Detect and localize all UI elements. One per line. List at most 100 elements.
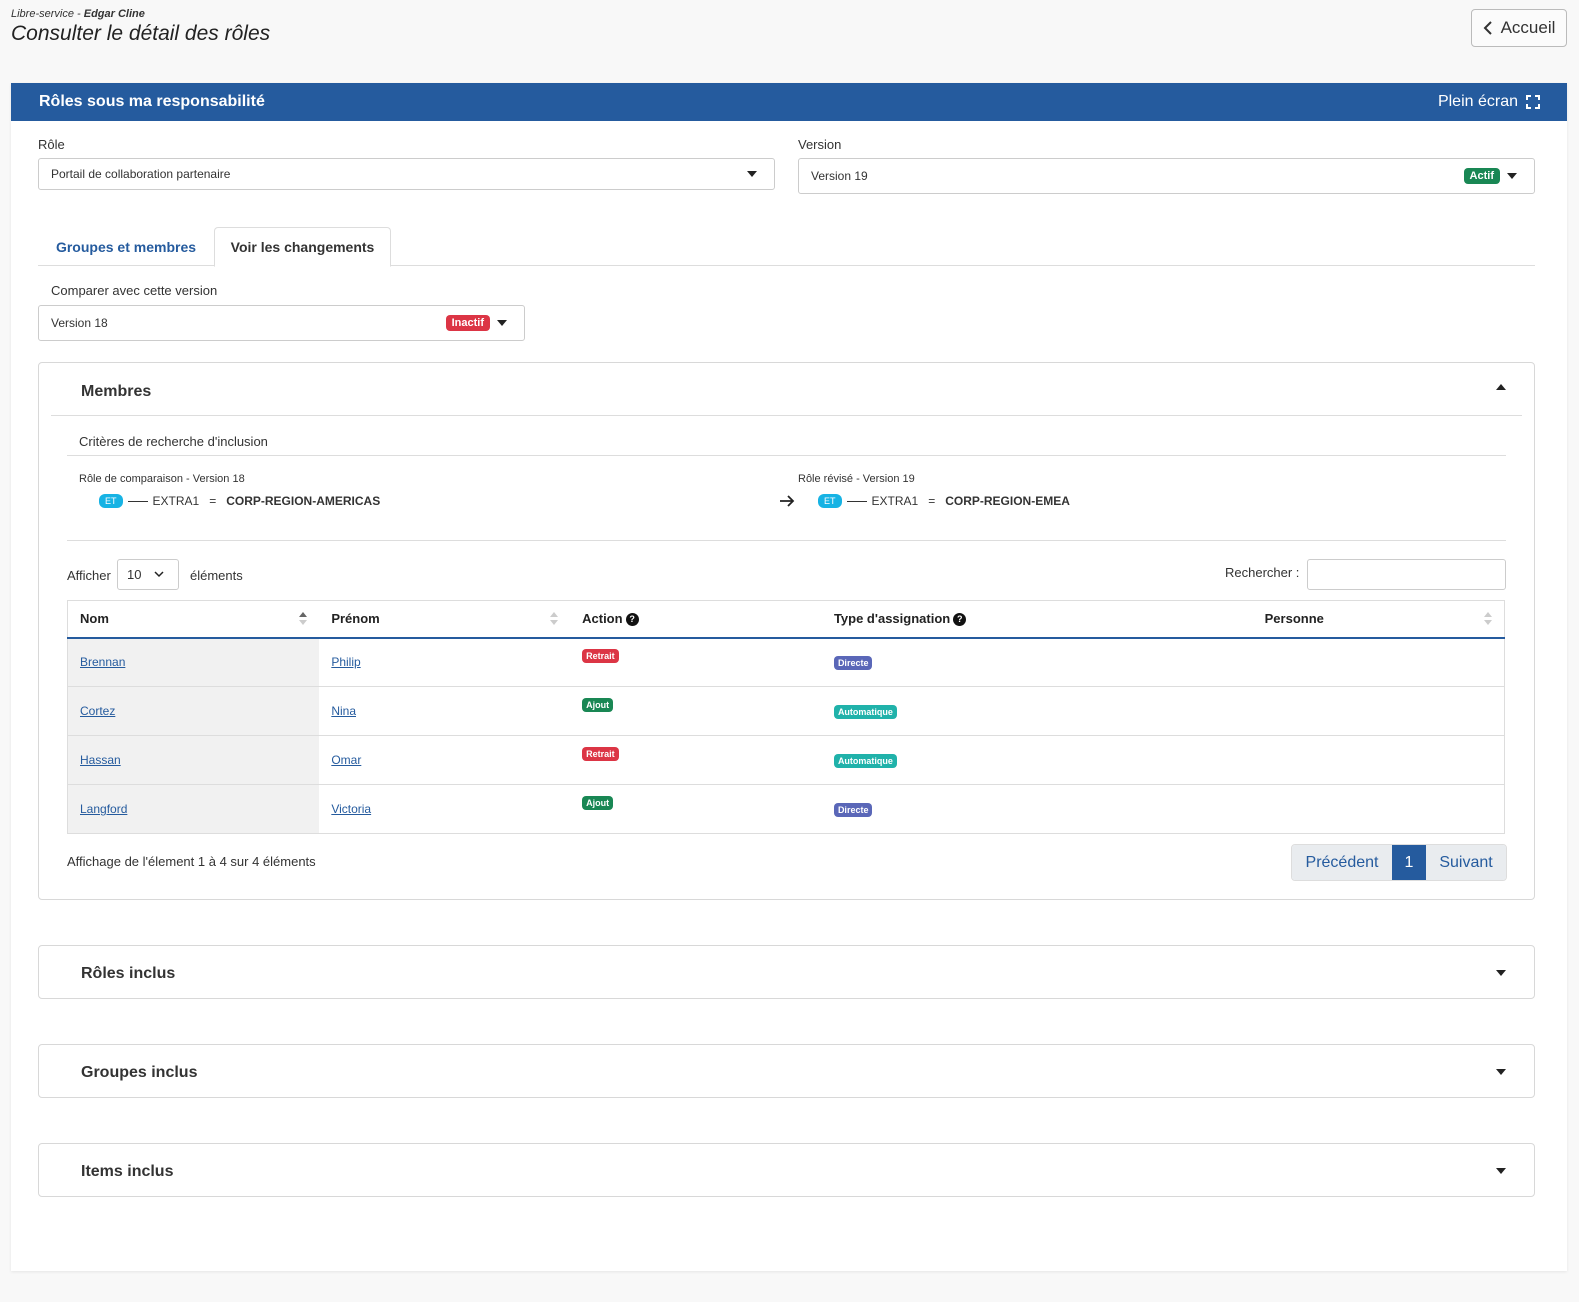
compare-version-select[interactable]: Version 18 Inactif xyxy=(38,305,525,341)
column-header-personne[interactable]: Personne xyxy=(1252,600,1505,639)
section-title: Groupes inclus xyxy=(81,1064,198,1081)
cell-personne xyxy=(1252,686,1505,736)
caret-down-icon[interactable] xyxy=(1496,1069,1506,1075)
page-size-select[interactable]: 10 xyxy=(117,559,179,590)
table-info: Affichage de l'élement 1 à 4 sur 4 éléme… xyxy=(67,854,316,869)
status-badge-inactive: Inactif xyxy=(445,315,490,331)
prenom-link[interactable]: Victoria xyxy=(331,802,372,816)
cell-action: Retrait xyxy=(570,637,822,687)
cell-action: Ajout xyxy=(570,784,822,834)
tab-label: Groupes et membres xyxy=(55,238,197,255)
tab-bar: Groupes et membres Voir les changements xyxy=(38,227,1535,267)
pagination: Précédent 1 Suivant xyxy=(1291,844,1507,881)
table-row: Cortez Nina Ajout Automatique xyxy=(67,686,1505,736)
connector xyxy=(127,500,148,502)
members-panel: Membres Critères de recherche d'inclusio… xyxy=(38,362,1535,900)
cell-nom: Hassan xyxy=(67,735,320,785)
included-roles-panel[interactable]: Rôles inclus xyxy=(38,945,1535,999)
version-select-value: Version 19 xyxy=(811,169,868,183)
prenom-link[interactable]: Omar xyxy=(331,753,362,767)
cell-personne xyxy=(1252,637,1505,687)
role-select[interactable]: Portail de collaboration partenaire xyxy=(38,158,775,190)
revised-criteria: ET EXTRA1 = CORP-REGION-EMEA xyxy=(818,494,1070,508)
prenom-link[interactable]: Philip xyxy=(331,655,361,670)
sort-icon xyxy=(299,612,308,628)
nom-link[interactable]: Cortez xyxy=(80,704,116,718)
sort-icon xyxy=(550,612,559,628)
home-button[interactable]: Accueil xyxy=(1471,9,1567,47)
caret-down-icon xyxy=(747,171,757,177)
cell-type: Automatique xyxy=(821,735,1253,785)
cell-personne xyxy=(1252,735,1505,785)
version-select[interactable]: Version 19 Actif xyxy=(798,158,1535,194)
action-badge: Retrait xyxy=(582,746,619,761)
comparison-role-label: Rôle de comparaison - Version 18 xyxy=(79,473,245,485)
caret-up-icon[interactable] xyxy=(1496,384,1506,390)
role-label: Rôle xyxy=(38,137,65,152)
column-label: Action xyxy=(582,611,623,627)
divider xyxy=(67,540,1506,541)
criteria-title: Critères de recherche d'inclusion xyxy=(79,434,268,449)
type-badge: Directe xyxy=(833,802,873,817)
criteria-attr: EXTRA1 xyxy=(871,494,919,508)
connector xyxy=(846,500,867,502)
next-page-button[interactable]: Suivant xyxy=(1426,845,1506,880)
table-row: Langford Victoria Ajout Directe xyxy=(67,784,1505,834)
sort-icon xyxy=(1484,612,1492,628)
column-label: Personne xyxy=(1264,611,1324,627)
caret-down-icon[interactable] xyxy=(1496,1168,1506,1174)
caret-down-icon[interactable] xyxy=(1496,970,1506,976)
previous-page-button[interactable]: Précédent xyxy=(1292,845,1392,880)
type-badge: Automatique xyxy=(833,704,897,719)
home-button-label: Accueil xyxy=(1500,18,1556,37)
table-row: Brennan Philip Retrait Directe xyxy=(67,637,1505,687)
page-size-value: 10 xyxy=(127,567,142,582)
cell-nom: Brennan xyxy=(67,637,320,687)
caret-down-icon xyxy=(1507,173,1517,179)
prenom-link[interactable]: Nina xyxy=(331,704,356,718)
search-input[interactable] xyxy=(1307,559,1506,590)
cell-action: Retrait xyxy=(570,735,822,785)
search-label: Rechercher : xyxy=(1225,565,1300,580)
action-badge: Ajout xyxy=(582,697,614,712)
column-header-action: Action? xyxy=(570,600,822,639)
cell-prenom: Nina xyxy=(319,686,571,736)
help-icon[interactable]: ? xyxy=(625,613,639,627)
show-label: Afficher xyxy=(67,568,111,583)
members-table: Nom Prénom Action? Type d'assignation? P… xyxy=(67,600,1505,834)
divider xyxy=(67,455,1506,456)
action-badge: Ajout xyxy=(582,795,614,810)
nom-link[interactable]: Hassan xyxy=(80,753,121,767)
column-header-prenom[interactable]: Prénom xyxy=(319,600,571,639)
arrow-right-icon xyxy=(780,495,795,507)
cell-personne xyxy=(1252,784,1505,834)
tab-groups-members[interactable]: Groupes et membres xyxy=(38,227,214,266)
fullscreen-button[interactable]: Plein écran xyxy=(1438,93,1540,111)
card-title: Rôles sous ma responsabilité xyxy=(39,93,265,110)
compare-label: Comparer avec cette version xyxy=(51,283,218,298)
members-title[interactable]: Membres xyxy=(81,383,152,400)
nom-link[interactable]: Brennan xyxy=(80,655,126,670)
tab-label: Voir les changements xyxy=(230,239,375,255)
help-icon[interactable]: ? xyxy=(953,613,967,627)
column-header-nom[interactable]: Nom xyxy=(67,600,320,639)
cell-prenom: Philip xyxy=(319,637,571,687)
cell-nom: Langford xyxy=(67,784,320,834)
nom-link[interactable]: Langford xyxy=(80,802,128,816)
included-groups-panel[interactable]: Groupes inclus xyxy=(38,1044,1535,1098)
page-header: Libre-service - Edgar Cline Consulter le… xyxy=(11,8,270,46)
section-title: Rôles inclus xyxy=(81,965,176,982)
cell-prenom: Victoria xyxy=(319,784,571,834)
tab-changes[interactable]: Voir les changements xyxy=(214,227,391,267)
included-items-panel[interactable]: Items inclus xyxy=(38,1143,1535,1197)
cell-prenom: Omar xyxy=(319,735,571,785)
card-header: Rôles sous ma responsabilité Plein écran xyxy=(11,83,1567,121)
cell-nom: Cortez xyxy=(67,686,320,736)
table-header-row: Nom Prénom Action? Type d'assignation? P… xyxy=(67,600,1505,639)
criteria-attr: EXTRA1 xyxy=(152,494,200,508)
criteria-eq: = xyxy=(928,494,936,508)
criteria-eq: = xyxy=(209,494,217,508)
page-button-1[interactable]: 1 xyxy=(1392,845,1426,880)
section-title: Items inclus xyxy=(81,1163,174,1180)
breadcrumb-prefix: Libre-service - xyxy=(11,8,84,20)
